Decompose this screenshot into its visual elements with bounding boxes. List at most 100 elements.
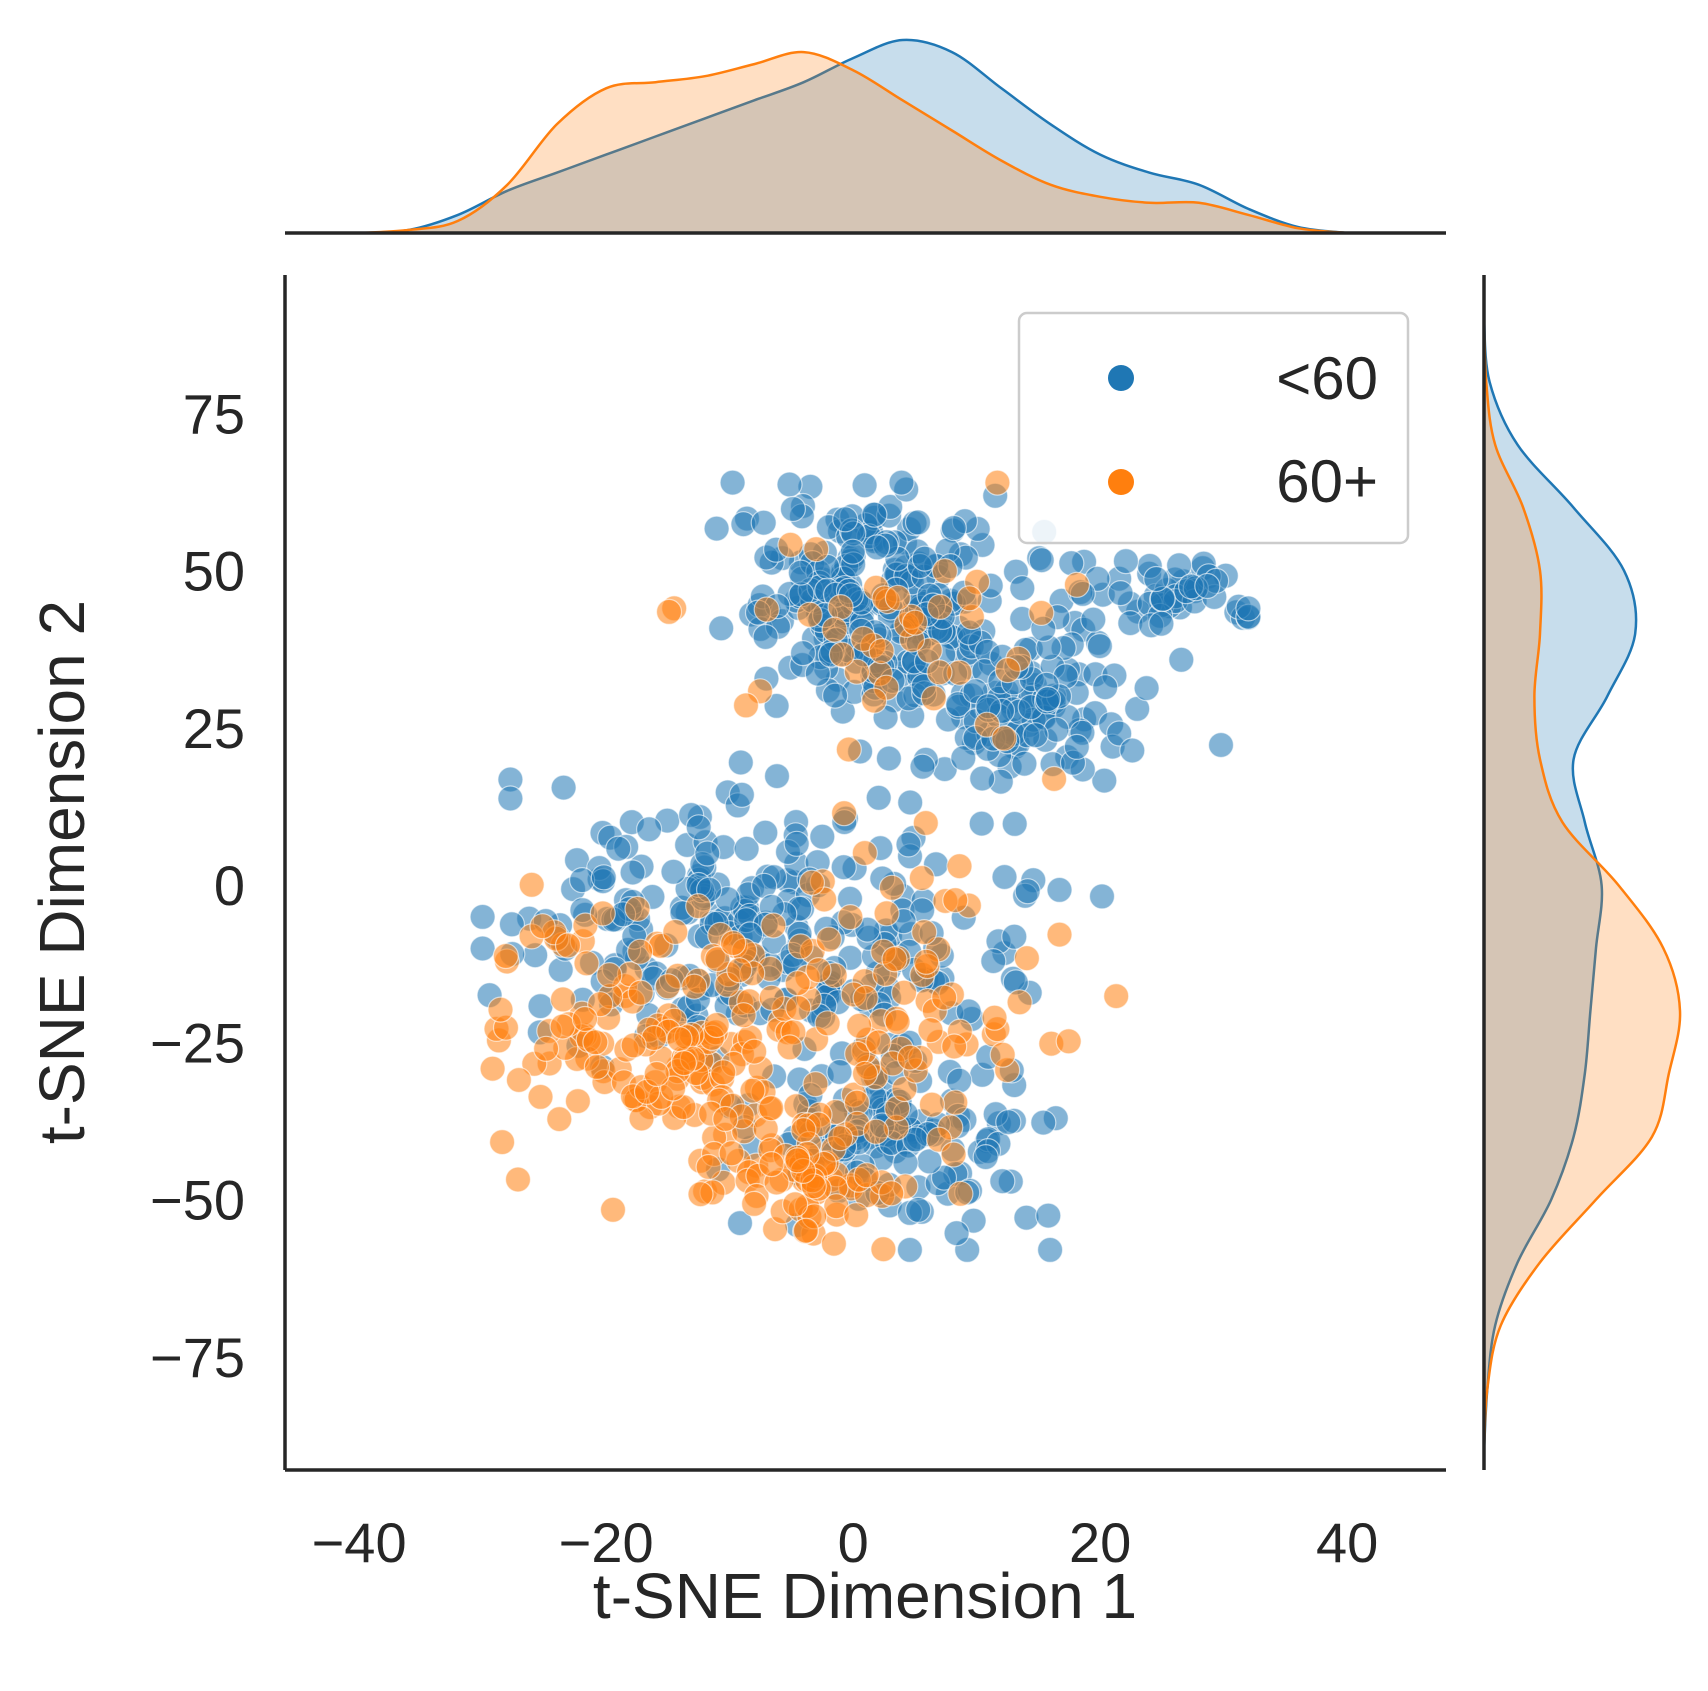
point-60-plus <box>1046 921 1073 948</box>
point-60-plus <box>796 601 823 628</box>
point-60-plus <box>1103 982 1130 1010</box>
point-60-plus <box>884 1008 911 1036</box>
point-60-plus <box>546 1105 573 1133</box>
point-under-60 <box>1165 552 1193 579</box>
point-60-plus <box>739 1077 766 1104</box>
point-60-plus <box>901 609 929 636</box>
point-under-60 <box>590 864 617 891</box>
y-tick-label: −75 <box>150 1326 245 1389</box>
x-tick-label: 0 <box>838 1511 869 1574</box>
point-60-plus <box>654 973 682 1000</box>
point-60-plus <box>798 869 826 896</box>
point-under-60 <box>1148 610 1175 637</box>
point-under-60 <box>787 559 814 586</box>
point-60-plus <box>628 1105 655 1132</box>
point-60-plus <box>518 871 545 898</box>
point-under-60 <box>1133 674 1160 702</box>
point-60-plus <box>784 970 811 997</box>
point-60-plus <box>527 1083 554 1111</box>
point-under-60 <box>861 501 888 528</box>
point-60-plus <box>802 1070 829 1098</box>
point-60-plus <box>850 625 877 653</box>
point-under-60 <box>989 1168 1016 1195</box>
point-under-60 <box>783 830 810 857</box>
point-under-60 <box>830 854 857 881</box>
y-tick-label: 50 <box>183 540 245 603</box>
point-60-plus <box>1013 945 1041 972</box>
point-60-plus <box>803 536 830 563</box>
point-60-plus <box>931 557 959 585</box>
point-60-plus <box>583 1053 611 1081</box>
point-under-60 <box>660 858 687 885</box>
point-under-60 <box>980 947 1007 975</box>
point-under-60 <box>905 1196 932 1224</box>
point-under-60 <box>527 992 554 1020</box>
point-under-60 <box>1063 733 1090 761</box>
point-60-plus <box>549 986 577 1013</box>
point-60-plus <box>843 1201 870 1229</box>
point-60-plus <box>758 984 785 1011</box>
point-under-60 <box>1028 547 1055 574</box>
point-60-plus <box>851 839 878 867</box>
point-60-plus <box>917 1016 944 1044</box>
point-60-plus <box>599 1196 627 1223</box>
legend-marker-60-plus <box>1108 469 1134 495</box>
point-60-plus <box>681 973 708 1000</box>
point-60-plus <box>790 1116 817 1144</box>
point-60-plus <box>703 1011 730 1039</box>
point-60-plus <box>1055 1028 1082 1055</box>
point-under-60 <box>752 819 779 846</box>
kde-y-line-60-plus <box>1482 318 1682 1452</box>
point-60-plus <box>712 1105 739 1133</box>
point-60-plus <box>814 1010 841 1037</box>
point-60-plus <box>908 864 935 892</box>
point-60-plus <box>827 1125 854 1152</box>
point-under-60 <box>1091 767 1118 794</box>
point-under-60 <box>832 506 859 533</box>
point-under-60 <box>897 789 924 816</box>
point-under-60 <box>763 692 790 720</box>
point-under-60 <box>733 835 760 862</box>
legend-label-under-60: <60 <box>1276 345 1378 412</box>
point-under-60 <box>1168 646 1195 673</box>
point-60-plus <box>991 725 1018 752</box>
point-under-60 <box>703 515 730 542</box>
point-60-plus <box>760 912 787 939</box>
point-60-plus <box>984 469 1011 496</box>
point-under-60 <box>1207 731 1235 759</box>
point-under-60 <box>1046 876 1073 904</box>
point-under-60 <box>943 1220 970 1247</box>
point-under-60 <box>1013 1204 1040 1231</box>
point-60-plus <box>837 903 864 931</box>
point-under-60 <box>1092 674 1119 701</box>
point-under-60 <box>685 814 712 841</box>
kde-x-line-under-60 <box>359 38 1348 235</box>
point-under-60 <box>972 1143 999 1171</box>
point-60-plus <box>492 942 519 970</box>
point-under-60 <box>940 514 967 542</box>
x-tick-label: −20 <box>559 1511 654 1574</box>
point-under-60 <box>719 469 746 496</box>
point-under-60 <box>968 810 995 837</box>
point-60-plus <box>873 900 900 927</box>
point-60-plus <box>582 1029 609 1056</box>
point-60-plus <box>726 957 753 984</box>
point-60-plus <box>785 994 812 1022</box>
point-60-plus <box>730 1002 757 1029</box>
y-tick-label: −50 <box>150 1169 245 1232</box>
kde-y-line-under-60 <box>1482 318 1638 1452</box>
point-60-plus <box>685 892 712 920</box>
point-under-60 <box>904 509 932 536</box>
point-under-60 <box>568 866 596 894</box>
point-under-60 <box>1143 565 1170 593</box>
point-under-60 <box>605 835 632 862</box>
point-60-plus <box>942 1089 969 1116</box>
point-under-60 <box>1011 750 1038 777</box>
point-under-60 <box>991 863 1018 891</box>
point-under-60 <box>1001 810 1028 838</box>
point-60-plus <box>931 984 958 1011</box>
point-60-plus <box>865 1029 892 1056</box>
point-60-plus <box>1006 989 1033 1016</box>
point-under-60 <box>1194 572 1221 600</box>
point-under-60 <box>888 469 915 496</box>
